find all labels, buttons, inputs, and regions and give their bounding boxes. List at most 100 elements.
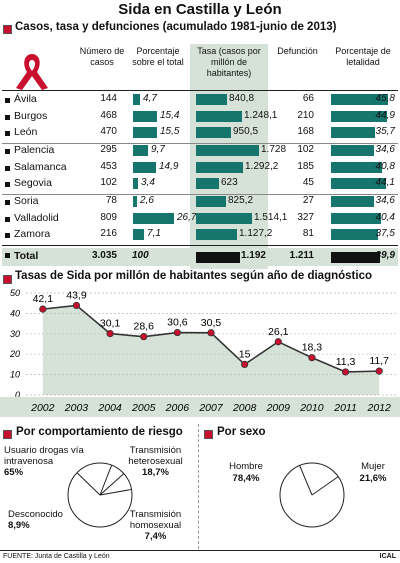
rate-bar	[196, 94, 227, 105]
x-tick-label: 2002	[30, 402, 55, 414]
row-name: León	[14, 126, 38, 138]
x-tick-label: 2010	[299, 402, 324, 414]
pct-bar	[133, 111, 157, 122]
pie-slice-boundary	[76, 472, 101, 496]
slice-value-text: 7,4%	[144, 531, 167, 542]
row-name: Ávila	[14, 93, 37, 105]
row-tasa: 1.248,1	[244, 110, 278, 121]
rate-bar	[196, 229, 237, 240]
bullet-icon	[5, 217, 10, 222]
x-tick-label: 2012	[367, 402, 392, 414]
table-divider	[2, 143, 398, 144]
y-tick-label: 50	[10, 288, 20, 298]
rate-bar	[196, 145, 259, 156]
row-tasa: 1.514,1	[254, 212, 288, 223]
row-def: 168	[297, 126, 314, 137]
row-tasa: 1.292,2	[245, 161, 279, 172]
rate-bar	[196, 213, 252, 224]
row-name: Segovia	[14, 177, 52, 189]
x-axis-band	[0, 397, 400, 417]
slice-label-text: Transmisión heterosexual	[128, 445, 183, 467]
total-def: 1.211	[289, 250, 314, 261]
row-casos: 78	[105, 195, 117, 206]
sex-pie-chart	[279, 462, 345, 528]
row-name: Palencia	[14, 144, 55, 156]
pct-bar	[133, 162, 156, 173]
x-tick-label: 2007	[198, 402, 224, 414]
total-pct: 100	[132, 250, 149, 261]
bullet-icon	[5, 200, 10, 205]
rate-bar	[196, 127, 231, 138]
pct-bar	[133, 229, 144, 240]
row-casos: 468	[100, 110, 117, 121]
pie-slice-boundary	[99, 465, 113, 496]
slice-value-text: 21,6%	[359, 473, 387, 484]
row-def: 185	[297, 161, 314, 172]
pct-bar	[133, 145, 148, 156]
bullet-icon	[5, 131, 10, 136]
total-rate-bar	[196, 252, 240, 263]
row-pct: 7,1	[147, 228, 161, 239]
col-header-casos: Número de casos	[79, 46, 125, 67]
data-label: 30,1	[100, 318, 121, 330]
slice-label-text: Desconocido	[8, 509, 63, 520]
row-casos: 295	[100, 144, 117, 155]
data-label: 26,1	[268, 326, 289, 338]
rate-bar	[196, 111, 242, 122]
data-label: 43,9	[66, 289, 87, 301]
slice-value-text: 8,9%	[8, 520, 30, 531]
rate-bar	[196, 196, 226, 207]
bullet-icon	[5, 115, 10, 120]
section-marker-icon	[3, 25, 12, 34]
row-tasa: 623	[221, 177, 238, 188]
col-header-defuncion: Defunción	[277, 46, 318, 56]
row-pct: 9,7	[151, 144, 165, 155]
bullet-icon	[5, 166, 10, 171]
pie-slice-boundary	[311, 476, 339, 496]
row-casos: 144	[100, 93, 117, 104]
pie-divider	[198, 424, 200, 549]
data-point	[308, 354, 316, 362]
y-tick-label: 10	[10, 370, 20, 380]
awareness-ribbon-icon	[16, 54, 48, 90]
slice-value-text: 78,4%	[232, 473, 260, 484]
section-marker-icon	[3, 430, 12, 439]
total-label: Total	[14, 250, 39, 262]
pie-slice-boundary	[99, 473, 125, 496]
pie-slice-boundary	[299, 465, 313, 496]
slice-label-hetero: Transmisión heterosexual 18,7%	[118, 445, 193, 478]
row-def: 81	[302, 228, 314, 239]
row-casos: 809	[100, 212, 117, 223]
line-chart: 0 10 20 30 40 50 42,1 43,9 30,1 28,6 30,6 30,5 15 26,…	[0, 288, 400, 417]
pct-bar	[133, 196, 137, 207]
row-pct: 4,7	[143, 93, 157, 104]
y-tick-label: 30	[10, 329, 20, 339]
pie1-heading: Por comportamiento de riesgo	[16, 426, 183, 438]
row-tasa: 840,8	[229, 93, 255, 104]
slice-label-hombre: Hombre 78,4%	[222, 461, 270, 485]
row-def: 102	[297, 144, 314, 155]
data-label: 30,6	[167, 317, 188, 329]
row-tasa: 950,5	[233, 126, 259, 137]
data-point	[207, 329, 215, 337]
col-header-porcentaje: Porcentaje sobre el total	[132, 46, 184, 67]
pct-bar	[133, 178, 138, 189]
row-let: 45,8	[375, 93, 395, 104]
total-casos: 3.035	[91, 250, 117, 261]
row-tasa: 1.728	[261, 144, 287, 155]
row-let: 44,9	[375, 110, 395, 121]
pct-bar	[133, 213, 174, 224]
row-name: Burgos	[14, 110, 48, 122]
slice-label-mujer: Mujer 21,6%	[350, 461, 396, 485]
data-point	[72, 301, 81, 310]
y-tick-label: 40	[10, 308, 20, 318]
slice-value-text: 65%	[4, 467, 24, 478]
lethality-bar	[331, 145, 374, 156]
lethality-bar	[331, 229, 378, 240]
row-tasa: 825,2	[228, 195, 254, 206]
row-let: 35,7	[375, 126, 395, 137]
lethality-bar	[331, 162, 382, 173]
x-tick-label: 2008	[232, 402, 257, 414]
row-let: 40,4	[375, 212, 395, 223]
row-def: 66	[302, 93, 314, 104]
